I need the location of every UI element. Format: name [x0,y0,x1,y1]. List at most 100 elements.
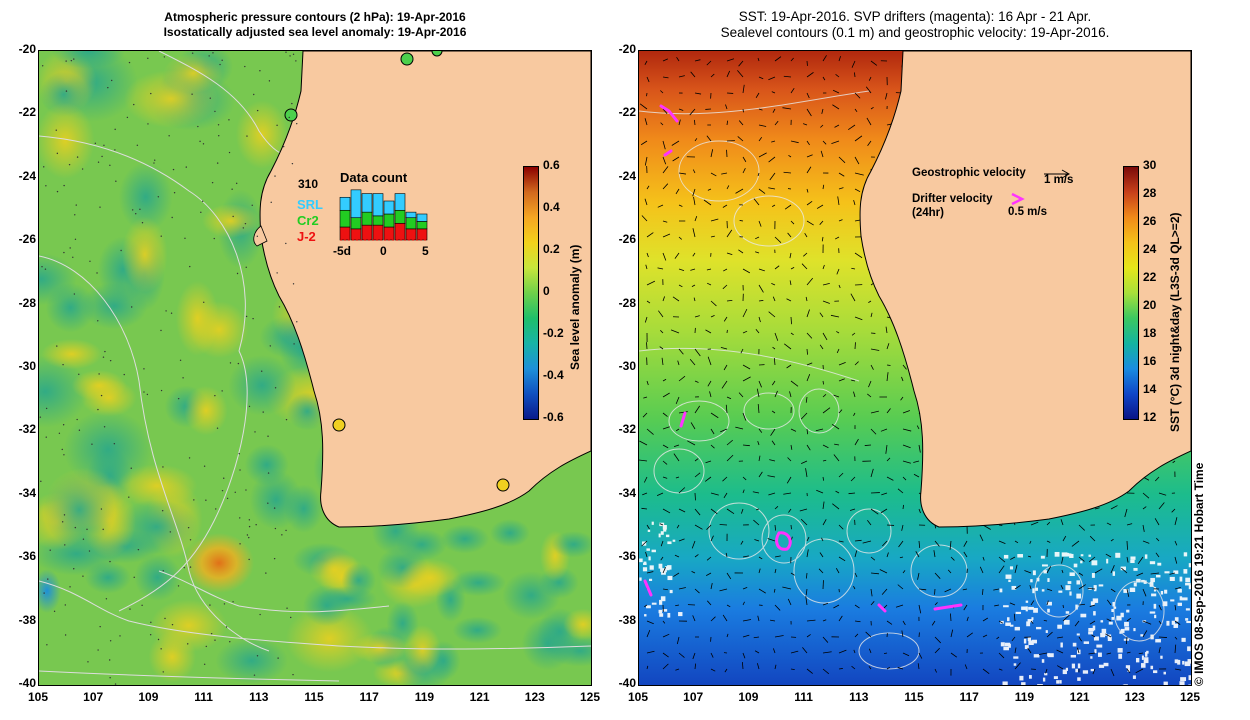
velocity-vector [710,73,715,78]
velocity-vector [659,523,664,526]
velocity-vector [870,601,875,606]
track-dot [153,162,155,164]
velocity-vector [640,140,648,146]
track-dot [150,621,152,624]
velocity-vector [694,663,697,670]
track-dot [292,283,295,285]
track-dot [221,489,224,492]
velocity-vector [774,265,780,270]
velocity-vector [1156,537,1160,542]
drifter-track[interactable] [775,531,792,551]
velocity-vector [739,220,744,222]
velocity-vector [661,357,664,366]
sst-map[interactable] [638,50,1192,686]
cloud-pixel [1173,570,1179,574]
anomaly-blob [84,561,132,594]
velocity-vector [838,362,846,366]
velocity-vector [1061,556,1064,564]
cloud-pixel [1041,589,1045,592]
drifter-track[interactable] [933,603,963,611]
anomaly-blob [63,410,153,488]
velocity-vector [838,668,843,670]
velocity-vector [678,538,685,542]
velocity-vector [806,572,808,579]
tide-gauge-marker[interactable] [496,478,510,492]
velocity-vector [998,668,1003,671]
tide-gauge-marker[interactable] [400,52,414,66]
velocity-vector [660,540,664,547]
track-dot [221,59,223,61]
data-count-bars [339,189,428,241]
velocity-vector [854,252,863,259]
data-count-bar-j2 [372,224,384,241]
velocity-vector [831,423,840,430]
velocity-vector [1046,521,1051,526]
velocity-vector [1030,600,1035,606]
track-dot [245,266,247,268]
tide-gauge-marker[interactable] [332,418,346,432]
velocity-vector [885,444,888,454]
data-count-x-start: -5d [333,244,351,258]
track-dot [114,128,116,131]
velocity-vector [646,232,654,238]
velocity-vector [722,204,728,208]
velocity-vector [822,668,830,675]
drifter-track[interactable] [663,149,673,157]
drifter-track[interactable] [679,411,687,428]
cloud-pixel [651,549,656,553]
drifter-track[interactable] [643,579,653,597]
track-dot [248,405,251,408]
tide-gauge-marker[interactable] [284,108,298,122]
track-dot [205,645,207,648]
track-dot [232,215,234,218]
velocity-vector [806,428,809,435]
cloud-pixel [1091,573,1095,578]
tide-gauge-marker[interactable] [431,51,443,57]
sea-level-anomaly-map[interactable] [38,50,592,686]
track-dot [160,389,163,392]
tide-gauge-markers [284,51,510,492]
velocity-vector [710,652,714,658]
velocity-vector [880,508,888,514]
velocity-vector [782,107,792,110]
velocity-vector [690,71,696,78]
velocity-vector [1125,636,1128,645]
velocity-vector [964,664,968,670]
velocity-vector [694,119,696,126]
velocity-vector [758,136,763,142]
track-dot [268,80,271,82]
track-dot [259,613,261,616]
velocity-vector [806,188,809,193]
velocity-vector [822,519,827,526]
left-map-title: Atmospheric pressure contours (2 hPa): 1… [40,10,590,40]
track-dot [98,373,100,375]
drifter-track[interactable] [659,104,679,123]
cloud-pixel [660,531,664,535]
drifter-track[interactable] [877,603,887,613]
velocity-vector [710,582,713,590]
track-dot [96,272,98,274]
velocity-vector [694,138,698,142]
velocity-vector [870,106,874,110]
left-lat-tick: -30 [18,359,36,373]
track-dot [56,345,58,347]
velocity-vector [675,604,680,607]
track-dot [256,655,259,657]
track-dot [269,345,271,347]
cloud-pixel [1063,619,1070,625]
cloud-pixel [1179,681,1185,685]
velocity-vector [721,380,728,389]
velocity-vector [710,149,714,158]
right-lon-tick: 115 [904,690,924,704]
track-dot [43,166,45,168]
data-count-bar-srl [383,200,395,215]
track-dot [274,387,277,389]
data-count-bar-cr2 [361,211,373,226]
cloud-pixel [1162,601,1168,607]
velocity-vector [1154,476,1160,482]
velocity-vector [998,652,1005,659]
velocity-vector [754,539,760,542]
velocity-vector [723,316,728,322]
velocity-vector [963,604,968,611]
velocity-vector [645,264,648,270]
